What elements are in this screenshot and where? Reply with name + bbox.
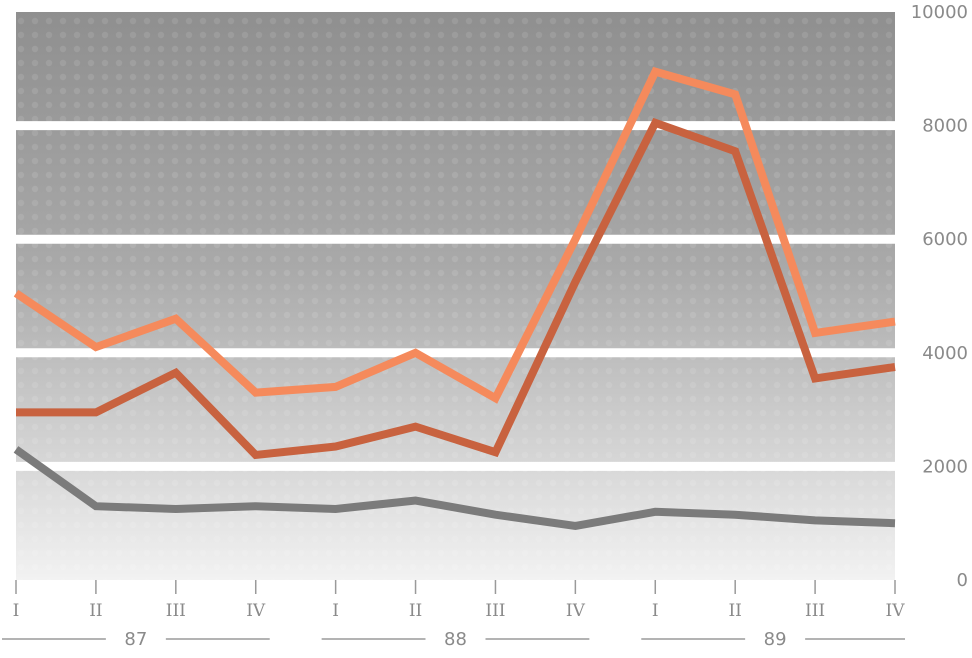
y-tick-label: 10000 [911,2,968,23]
series-line-3 [13,446,896,531]
gridlines [16,121,895,471]
series-line-1 [13,66,896,404]
series-lines [13,66,896,531]
x-tick-label: IV [886,601,906,621]
x-tick-label: IV [246,601,266,621]
y-axis-labels: 0 2000 4000 6000 8000 10000 [911,2,968,591]
x-tick-label: IV [566,601,586,621]
y-tick-label: 8000 [922,116,968,137]
x-tick-label: II [89,601,102,621]
y-tick-label: 2000 [922,456,968,477]
series-line-2 [16,117,896,460]
x-tick-label: I [13,601,20,621]
x-tick-label: III [485,601,505,621]
year-label: 89 [764,629,787,650]
x-tick-label: III [166,601,186,621]
year-label: 88 [444,629,467,650]
x-tick-label: I [652,601,659,621]
x-tick-label: II [409,601,422,621]
y-tick-label: 6000 [922,229,968,250]
y-tick-label: 4000 [922,343,968,364]
x-tick-label: I [332,601,339,621]
x-tick-label: II [728,601,741,621]
year-label: 87 [124,629,147,650]
x-tick-label: III [805,601,825,621]
y-tick-label: 0 [957,570,968,591]
plot-background [16,12,895,580]
